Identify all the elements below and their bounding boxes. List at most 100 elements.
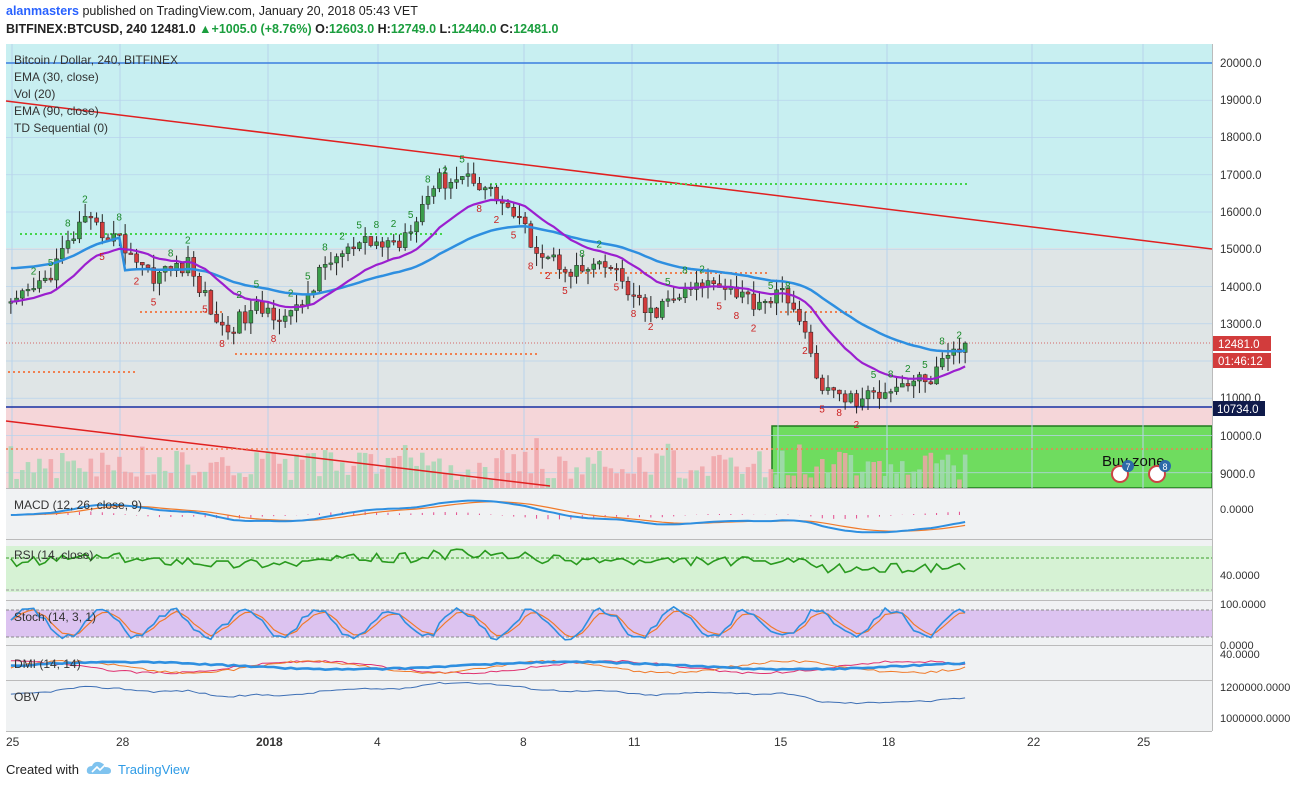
candle-body [420,204,425,223]
volume-bar [562,460,568,488]
candle-body [134,253,139,263]
td-count: 5 [305,272,311,283]
candle-body [465,173,471,177]
td-count: 5 [922,360,928,371]
volume-bar [322,450,328,488]
dmi-pane[interactable]: DMI (14, 14) [6,646,1212,680]
x-tick-25: 25 [6,735,20,749]
open-value: 12603.0 [328,22,375,36]
td-count: 5 [665,277,671,288]
td-count: 8 [219,339,225,350]
volume-bar [494,458,499,488]
rsi-pane[interactable]: RSI (14, close) [6,540,1212,600]
volume-bar [294,454,299,488]
volume-bar [225,465,231,488]
indicator-axis[interactable]: 0.0000 40.0000 100.0000 0.0000 40.0000 1… [1220,504,1290,725]
created-with-text: Created with [6,762,79,777]
candle-body [180,263,185,274]
volume-bar [357,452,362,488]
candle-body [848,393,854,403]
volume-bar [705,475,711,488]
price-axis[interactable]: 20000.0 19000.0 18000.0 17000.0 16000.0 … [1220,58,1262,481]
volume-bar [722,459,728,488]
tradingview-cloud-icon[interactable] [86,760,112,776]
candle-body [620,268,625,282]
x-tick-8: 8 [520,735,527,749]
td-count: 5 [48,258,54,269]
candle-body [791,302,796,310]
open-label: O: [315,22,329,36]
candle-body [545,256,551,259]
obv-pane[interactable]: OBV [6,681,1212,731]
volume-bar [820,459,825,488]
volume-bar [260,458,265,488]
chart-title: Bitcoin / Dollar, 240, BITFINEX [14,53,178,67]
candle-body [145,264,151,268]
lower-trend-line[interactable] [5,420,551,487]
tradingview-link[interactable]: TradingView [118,762,190,777]
stoch-title: Stoch (14, 3, 1) [14,610,96,624]
volume-bar [465,469,471,488]
volume-bar [317,476,322,488]
macd-title: MACD (12, 26, close, 9) [14,498,142,512]
volume-bar [265,451,271,488]
candle-body [585,269,591,272]
td-count: 8 [579,249,585,260]
td-count: 8 [631,309,637,320]
candle-body [945,355,951,359]
countdown-tag: 01:46:12 [1213,353,1271,368]
author-link[interactable]: alanmasters [6,4,79,18]
volume-bar [500,450,505,488]
event-badge-8[interactable]: 8 [1148,460,1171,483]
volume-bar [385,458,391,488]
candle-body [700,282,705,287]
td-count: 2 [956,330,962,341]
volume-bar [551,478,556,488]
macd-pane[interactable]: MACD (12, 26, close, 9) [6,489,1212,539]
volume-bar [242,476,248,488]
price-tag: 12481.0 [1213,336,1271,351]
svg-text:8: 8 [1163,462,1168,472]
svg-text:14000.0: 14000.0 [1220,282,1262,294]
footer: Created with TradingView [0,756,1300,786]
legend-ema30[interactable]: EMA (30, close) [14,70,99,84]
legend-ema90[interactable]: EMA (90, close) [14,104,99,118]
volume-bar [88,458,94,488]
candle-body [808,331,814,354]
volume-bar [111,470,116,488]
candle-body [88,216,94,219]
td-count: 2 [185,235,191,246]
volume-bar [888,464,894,488]
candle-body [242,311,248,324]
stoch-pane[interactable]: Stoch (14, 3, 1) [6,601,1212,645]
candle-body [317,266,322,292]
volume-bar [128,472,134,488]
publish-line: alanmasters published on TradingView.com… [6,4,418,18]
candle-body [751,293,756,310]
volume-bar [882,475,888,488]
legend-td[interactable]: TD Sequential (0) [14,121,108,135]
volume-bar [134,476,139,488]
upper-trend-line[interactable] [5,100,1213,250]
volume-bar [162,470,168,488]
candle-body [814,352,819,379]
svg-text:13000.0: 13000.0 [1220,319,1262,331]
candle-body [380,241,385,248]
volume-bar [928,452,934,488]
event-badge-7[interactable]: 7 [1111,460,1134,483]
volume-bar [842,452,848,488]
volume-bar [620,469,625,488]
candle-body [231,331,236,334]
volume-bar [71,460,76,488]
candle-body [865,390,871,400]
volume-bar [151,474,156,488]
legend-vol[interactable]: Vol (20) [14,87,55,101]
volume-bar [397,455,402,488]
candle-body [340,253,345,257]
candle-body [477,183,482,191]
candle-body [928,381,934,385]
volume-bar [305,453,311,488]
time-axis[interactable]: 25 28 2018 4 8 11 15 18 22 25 [6,735,1151,749]
